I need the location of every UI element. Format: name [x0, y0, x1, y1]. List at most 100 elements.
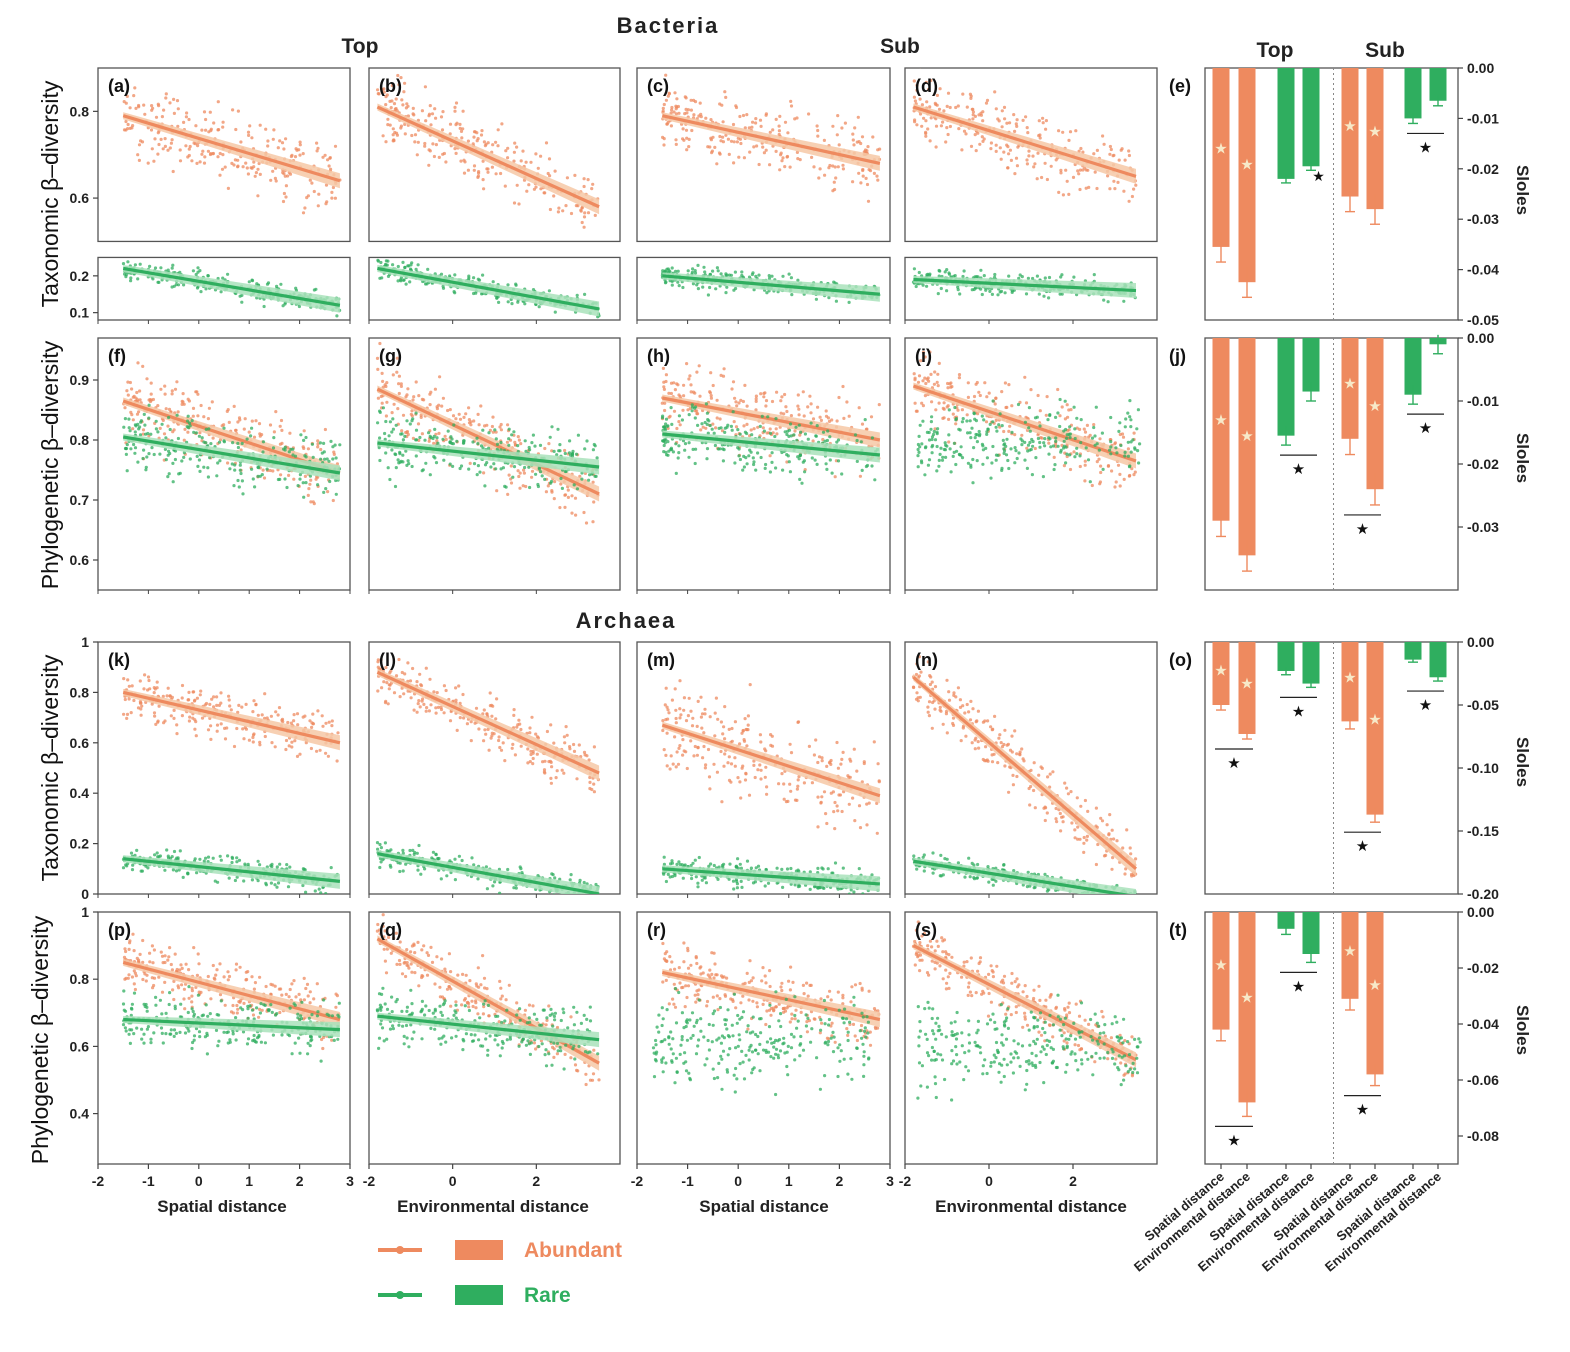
point [920, 401, 924, 405]
point [664, 417, 669, 421]
point [479, 133, 484, 137]
point [441, 286, 446, 290]
point [254, 703, 258, 707]
point [836, 459, 841, 463]
point [170, 392, 174, 396]
point [764, 148, 768, 152]
point [789, 276, 794, 280]
point [381, 379, 385, 383]
point [824, 462, 828, 466]
point [202, 161, 207, 165]
point [1109, 445, 1113, 449]
point [1014, 122, 1018, 126]
point [480, 292, 484, 296]
point [268, 423, 273, 427]
point [1043, 276, 1047, 280]
point [707, 419, 711, 423]
point [1095, 460, 1099, 464]
point [913, 376, 917, 380]
point [1044, 413, 1048, 417]
point [781, 274, 785, 278]
point [171, 868, 175, 872]
point [402, 278, 406, 282]
point [916, 380, 921, 384]
point [924, 130, 928, 134]
sloles-label-t: Sloles [1513, 1005, 1532, 1055]
point [319, 447, 323, 452]
point [314, 477, 318, 481]
point [1123, 425, 1127, 429]
point [916, 454, 920, 458]
point [427, 439, 431, 443]
point [1087, 185, 1091, 189]
point [231, 441, 235, 445]
point [937, 458, 941, 462]
point [143, 112, 147, 116]
point [674, 107, 678, 111]
point [167, 472, 171, 476]
legend-rare-label: Rare [524, 1284, 571, 1307]
point [406, 264, 410, 268]
point [335, 314, 339, 318]
point [288, 172, 293, 176]
archaea-title: Archaea [576, 608, 677, 633]
point [311, 712, 315, 716]
point [164, 407, 168, 411]
point [262, 476, 267, 480]
point [945, 104, 949, 108]
point [435, 691, 439, 695]
point [472, 462, 477, 466]
point [408, 280, 412, 284]
point [943, 441, 947, 445]
point [532, 187, 537, 191]
point [164, 92, 168, 96]
point [1031, 154, 1035, 158]
point [933, 438, 938, 442]
point [748, 448, 752, 452]
frame-b-lower [368, 256, 621, 321]
point [250, 278, 254, 282]
point [1023, 440, 1027, 444]
point [985, 456, 990, 460]
point [779, 399, 783, 403]
point [935, 380, 939, 384]
point [461, 441, 466, 445]
point [725, 285, 729, 289]
point [230, 860, 234, 865]
point [142, 448, 146, 452]
point [142, 412, 146, 416]
point [330, 190, 334, 194]
point [517, 202, 521, 206]
point [242, 737, 246, 741]
point [519, 442, 523, 446]
point [968, 431, 972, 435]
point [312, 502, 316, 506]
point [168, 427, 172, 432]
point [745, 462, 749, 466]
point [1075, 446, 1079, 450]
point [172, 849, 177, 854]
point [393, 452, 397, 456]
point [555, 453, 559, 457]
point [454, 686, 458, 690]
point [493, 428, 497, 432]
point [523, 465, 527, 470]
point [1072, 275, 1076, 279]
point [726, 137, 731, 141]
point [1000, 468, 1004, 472]
point [1073, 436, 1077, 441]
point [316, 442, 320, 446]
point [124, 101, 128, 105]
point [1112, 179, 1116, 183]
point [547, 442, 551, 446]
point [567, 451, 572, 455]
point [998, 412, 1002, 416]
point [997, 423, 1001, 427]
point [518, 486, 522, 490]
point [1083, 459, 1087, 463]
point [129, 447, 133, 451]
point [144, 465, 148, 469]
point [536, 166, 540, 170]
point [1138, 442, 1142, 446]
point [715, 266, 720, 270]
